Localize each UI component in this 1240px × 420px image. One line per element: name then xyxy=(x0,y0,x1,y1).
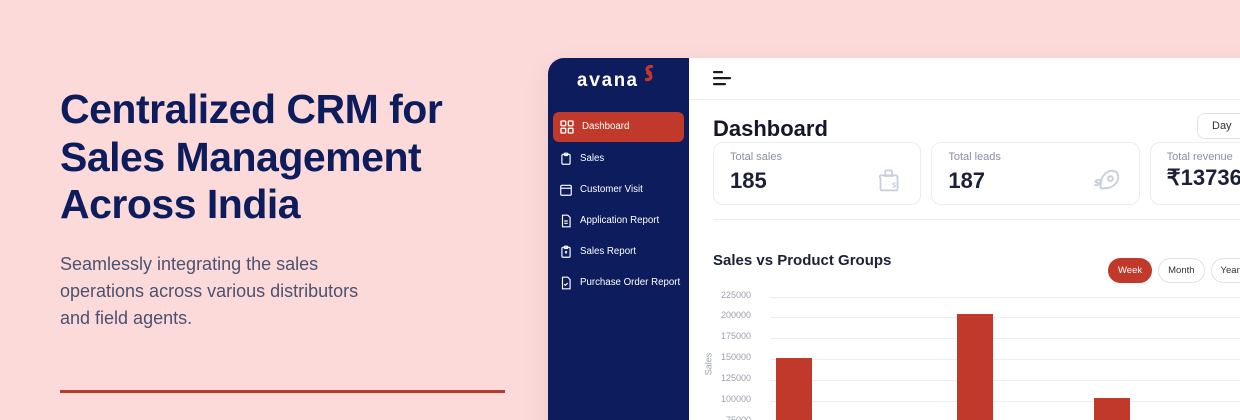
svg-text:$: $ xyxy=(892,181,897,190)
